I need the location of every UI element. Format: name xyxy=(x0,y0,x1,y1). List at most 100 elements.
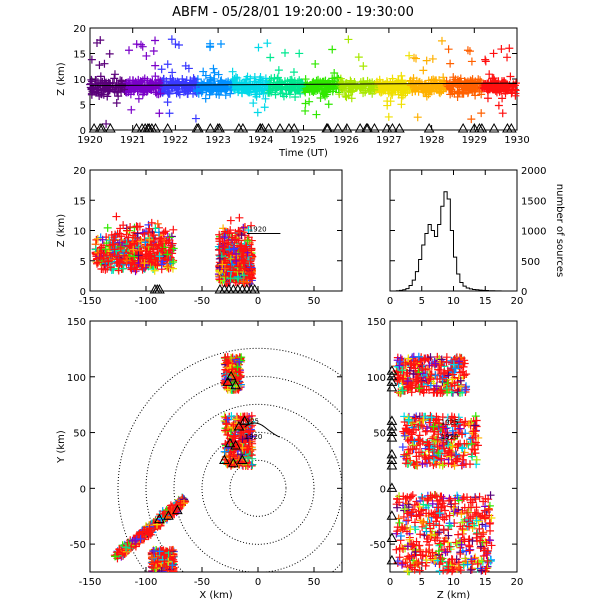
time-height-source xyxy=(500,84,509,93)
x-z-xtick-label: 50 xyxy=(308,296,321,307)
x-y-source xyxy=(239,426,248,435)
x-y-source xyxy=(245,450,254,459)
z-y-source xyxy=(430,508,439,517)
z-y-source xyxy=(421,427,430,436)
time-height-source xyxy=(214,70,223,79)
time-height-source xyxy=(151,72,160,81)
z-y-ytick-label: -50 xyxy=(370,540,386,551)
time-height-source xyxy=(375,75,384,84)
x-z-source xyxy=(239,246,248,255)
time-height-source xyxy=(96,72,105,81)
z-y-source xyxy=(464,535,473,544)
z-y-source xyxy=(484,495,493,504)
z-y-source xyxy=(393,523,402,532)
time-height-source xyxy=(481,57,490,66)
x-z-source xyxy=(237,231,246,240)
z-y-source xyxy=(458,455,467,464)
z-y-source xyxy=(459,451,468,460)
time-height-ytick-label: 20 xyxy=(73,24,86,35)
x-y-source xyxy=(136,534,145,543)
time-height-source xyxy=(401,89,410,98)
time-height-source xyxy=(242,75,251,84)
z-y-source xyxy=(425,375,434,384)
z-y-source xyxy=(395,518,404,527)
x-z-source xyxy=(120,251,129,260)
z-y-source xyxy=(466,566,475,575)
time-height-source xyxy=(369,81,378,90)
x-y-source xyxy=(176,500,185,509)
time-height-source xyxy=(422,56,431,65)
z-y-source xyxy=(414,436,423,445)
z-y-source xyxy=(406,525,415,534)
z-y-source xyxy=(401,459,410,468)
z-y-xtick-label: 20 xyxy=(511,577,524,588)
x-z-source xyxy=(147,218,156,227)
z-y-source xyxy=(416,530,425,539)
time-height-source xyxy=(451,75,460,84)
x-z-xtick-label: -50 xyxy=(194,296,210,307)
x-y-xtick-label: 0 xyxy=(255,577,261,588)
time-height-source xyxy=(505,44,514,53)
z-y-source xyxy=(447,435,456,444)
x-z-source xyxy=(236,242,245,251)
time-height-source xyxy=(328,74,337,83)
time-height-source xyxy=(233,73,242,82)
figure-title: ABFM - 05/28/01 19:20:00 - 19:30:00 xyxy=(172,5,414,20)
mean-height-line xyxy=(89,82,518,87)
x-z-source xyxy=(215,275,224,284)
time-height-source xyxy=(341,81,350,90)
time-height-source xyxy=(465,47,474,56)
time-height-source xyxy=(178,75,187,84)
z-y-source xyxy=(451,455,460,464)
z-y-source xyxy=(425,361,434,370)
time-height-source xyxy=(262,77,271,86)
z-y-source xyxy=(426,374,435,383)
height-histogram-ytick-label: 500 xyxy=(521,257,540,268)
height-histogram-ytick-label: 1500 xyxy=(521,196,546,207)
time-height-source xyxy=(462,86,471,95)
z-y-source xyxy=(472,416,481,425)
z-y-source xyxy=(426,353,435,362)
x-z-source xyxy=(235,227,244,236)
time-height-source xyxy=(503,53,512,62)
x-z-source xyxy=(166,241,175,250)
z-y-source xyxy=(424,501,433,510)
x-z-source xyxy=(169,225,178,234)
time-height-xtick-label: 1921 xyxy=(120,135,145,146)
x-z-source xyxy=(101,245,110,254)
x-z-source xyxy=(109,235,118,244)
z-y-source xyxy=(454,440,463,449)
z-y-source xyxy=(459,362,468,371)
time-height-source xyxy=(181,61,190,70)
x-z-source xyxy=(232,257,241,266)
station-triangle xyxy=(423,122,435,133)
time-height-source xyxy=(305,97,314,106)
station-triangle xyxy=(224,437,236,448)
z-y-ytick-label: 0 xyxy=(380,484,386,495)
time-height-source xyxy=(273,73,282,82)
time-height-source xyxy=(481,55,490,64)
station-triangle xyxy=(230,379,241,390)
time-height-source xyxy=(279,92,288,101)
x-y-source xyxy=(147,553,156,562)
z-y-source xyxy=(394,373,403,382)
x-y-source xyxy=(232,363,241,372)
time-height-source xyxy=(383,97,392,106)
time-height-xtick-label: 1927 xyxy=(376,135,401,146)
z-y-source xyxy=(450,461,459,470)
x-y-ylabel: Y (km) xyxy=(56,430,67,464)
z-y-source xyxy=(456,376,465,385)
z-y-source xyxy=(438,461,447,470)
time-height-source xyxy=(322,82,331,91)
x-z-source xyxy=(239,223,248,232)
z-y-source xyxy=(409,359,418,368)
x-z-source xyxy=(130,252,139,261)
z-y-source xyxy=(452,539,461,548)
station-triangle xyxy=(193,122,204,133)
z-y-source xyxy=(434,419,443,428)
z-y-source xyxy=(438,554,447,563)
station-triangle xyxy=(239,415,250,425)
x-z-source xyxy=(240,259,249,268)
x-y-source xyxy=(224,444,233,453)
z-y-source xyxy=(418,460,427,469)
